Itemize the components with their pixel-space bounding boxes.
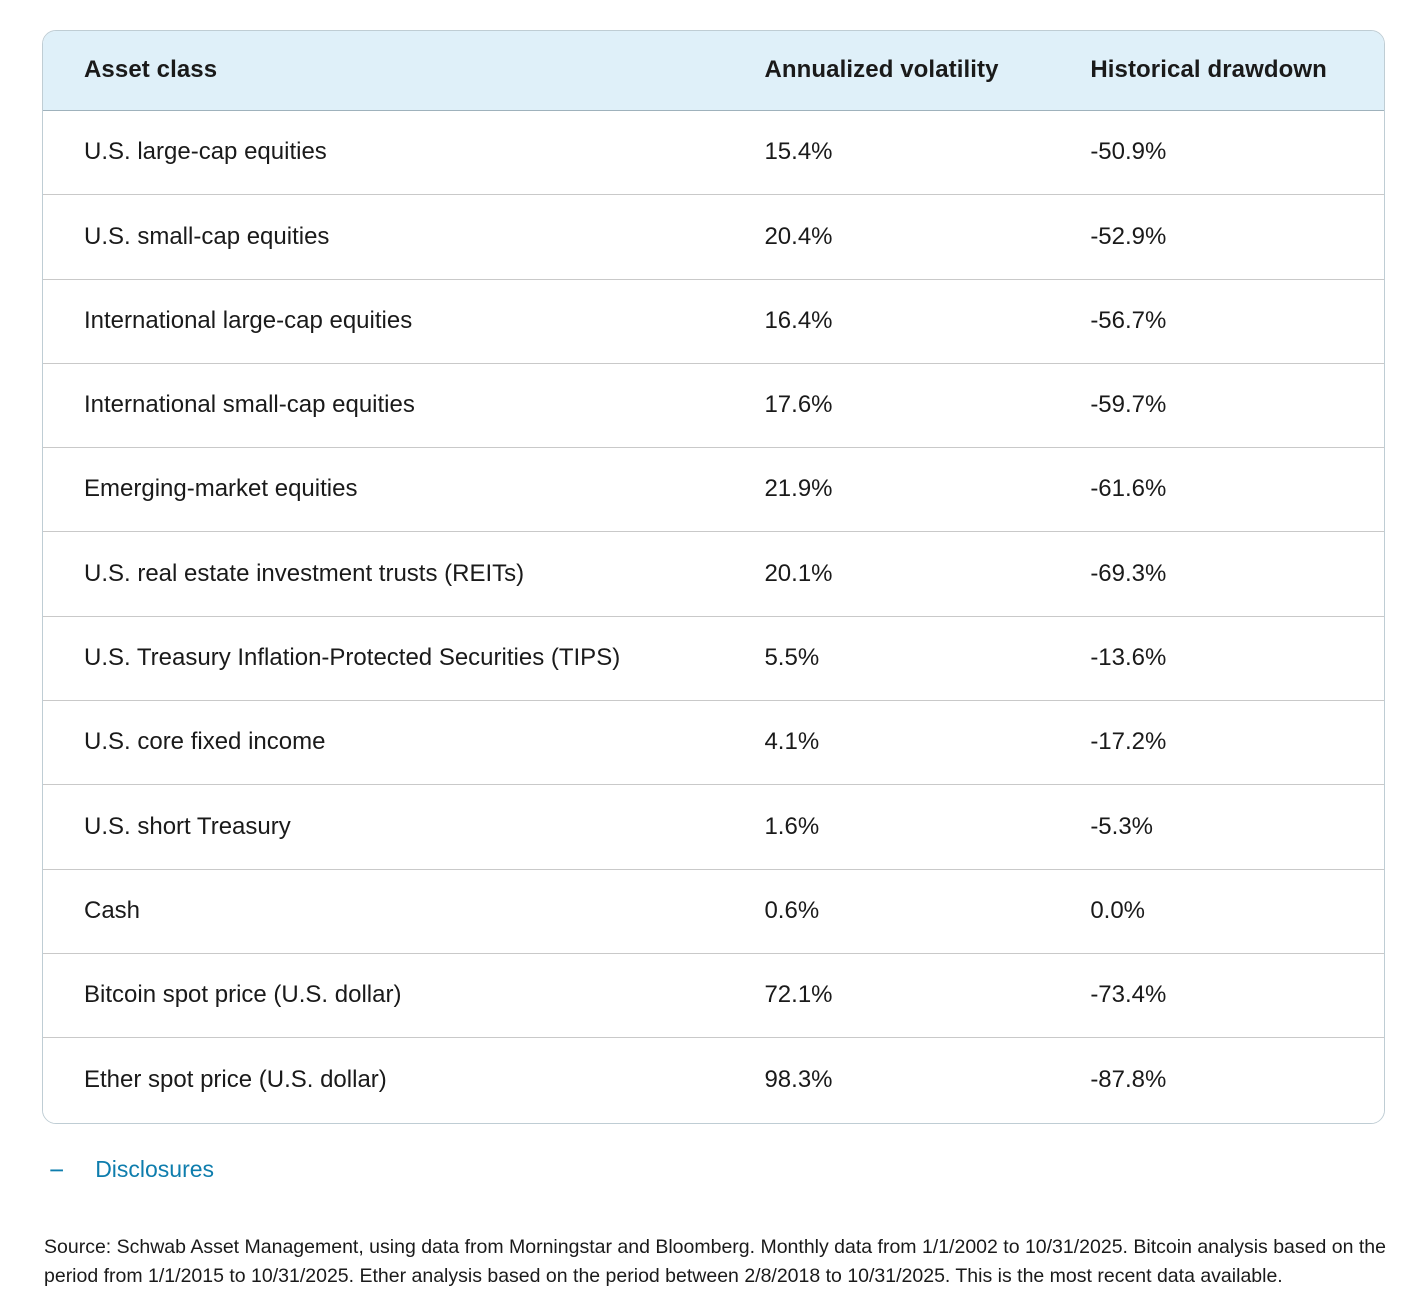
table-row: Bitcoin spot price (U.S. dollar) 72.1% -…: [43, 953, 1384, 1039]
drawdown-cell: -13.6%: [1090, 644, 1167, 672]
volatility-cell: 20.4%: [764, 222, 833, 250]
drawdown-cell: -5.3%: [1090, 812, 1154, 840]
table-row: U.S. Treasury Inflation-Protected Securi…: [43, 616, 1384, 702]
volatility-cell: 20.1%: [764, 559, 833, 587]
collapse-minus-icon[interactable]: −: [49, 1154, 65, 1185]
asset-class-cell: U.S. short Treasury: [84, 812, 291, 840]
source-note: Source: Schwab Asset Management, using d…: [44, 1236, 1386, 1287]
disclosures-link[interactable]: Disclosures: [95, 1156, 215, 1182]
volatility-cell: 16.4%: [764, 306, 833, 334]
volatility-cell: 21.9%: [764, 475, 833, 503]
drawdown-cell: -56.7%: [1090, 306, 1167, 334]
asset-class-cell: U.S. real estate investment trusts (REIT…: [84, 559, 525, 587]
table-row: U.S. core fixed income 4.1% -17.2%: [43, 701, 1384, 786]
drawdown-cell: -87.8%: [1090, 1066, 1167, 1094]
table-header-row: Asset class Annualized volatility Histor…: [43, 31, 1384, 111]
table-row: International large-cap equities 16.4% -…: [43, 279, 1384, 364]
volatility-cell: 72.1%: [764, 981, 833, 1009]
asset-class-cell: Bitcoin spot price (U.S. dollar): [84, 981, 402, 1009]
volatility-cell: 98.3%: [764, 1066, 833, 1094]
drawdown-cell: -50.9%: [1090, 138, 1167, 166]
table-row: Ether spot price (U.S. dollar) 98.3% -87…: [43, 1038, 1384, 1123]
header-historical-drawdown: Historical drawdown: [1090, 56, 1327, 84]
drawdown-cell: 0.0%: [1090, 896, 1146, 924]
drawdown-cell: -61.6%: [1090, 475, 1167, 503]
table-row: Emerging-market equities 21.9% -61.6%: [43, 448, 1384, 533]
disclosures-toggle[interactable]: − Disclosures: [49, 1156, 214, 1184]
drawdown-cell: -69.3%: [1090, 559, 1167, 587]
asset-class-cell: Cash: [84, 896, 141, 924]
table-row: U.S. small-cap equities 20.4% -52.9%: [43, 195, 1384, 280]
table-row: U.S. real estate investment trusts (REIT…: [43, 532, 1384, 617]
volatility-cell: 17.6%: [764, 391, 833, 419]
volatility-cell: 15.4%: [764, 138, 833, 166]
volatility-cell: 1.6%: [764, 812, 820, 840]
volatility-cell: 4.1%: [764, 728, 820, 756]
asset-class-cell: U.S. Treasury Inflation-Protected Securi…: [84, 644, 621, 672]
drawdown-cell: -59.7%: [1090, 391, 1167, 419]
drawdown-cell: -73.4%: [1090, 981, 1167, 1009]
table-row: International small-cap equities 17.6% -…: [43, 363, 1384, 449]
header-annualized-volatility: Annualized volatility: [764, 56, 999, 84]
table-body: U.S. large-cap equities 15.4% -50.9% U.S…: [43, 111, 1384, 1123]
asset-class-cell: International large-cap equities: [84, 306, 413, 334]
volatility-cell: 5.5%: [764, 644, 820, 672]
drawdown-cell: -52.9%: [1090, 222, 1167, 250]
asset-class-cell: U.S. large-cap equities: [84, 138, 327, 166]
drawdown-cell: -17.2%: [1090, 728, 1167, 756]
header-asset-class: Asset class: [84, 56, 218, 84]
asset-class-cell: U.S. small-cap equities: [84, 222, 330, 250]
asset-class-cell: U.S. core fixed income: [84, 728, 326, 756]
asset-class-cell: International small-cap equities: [84, 391, 415, 419]
asset-class-cell: Emerging-market equities: [84, 475, 358, 503]
table-row: U.S. short Treasury 1.6% -5.3%: [43, 785, 1384, 870]
asset-class-cell: Ether spot price (U.S. dollar): [84, 1066, 387, 1094]
volatility-cell: 0.6%: [764, 896, 820, 924]
table-row: U.S. large-cap equities 15.4% -50.9%: [43, 111, 1384, 196]
table-row: Cash 0.6% 0.0%: [43, 869, 1384, 954]
asset-class-table: Asset class Annualized volatility Histor…: [42, 30, 1385, 1124]
